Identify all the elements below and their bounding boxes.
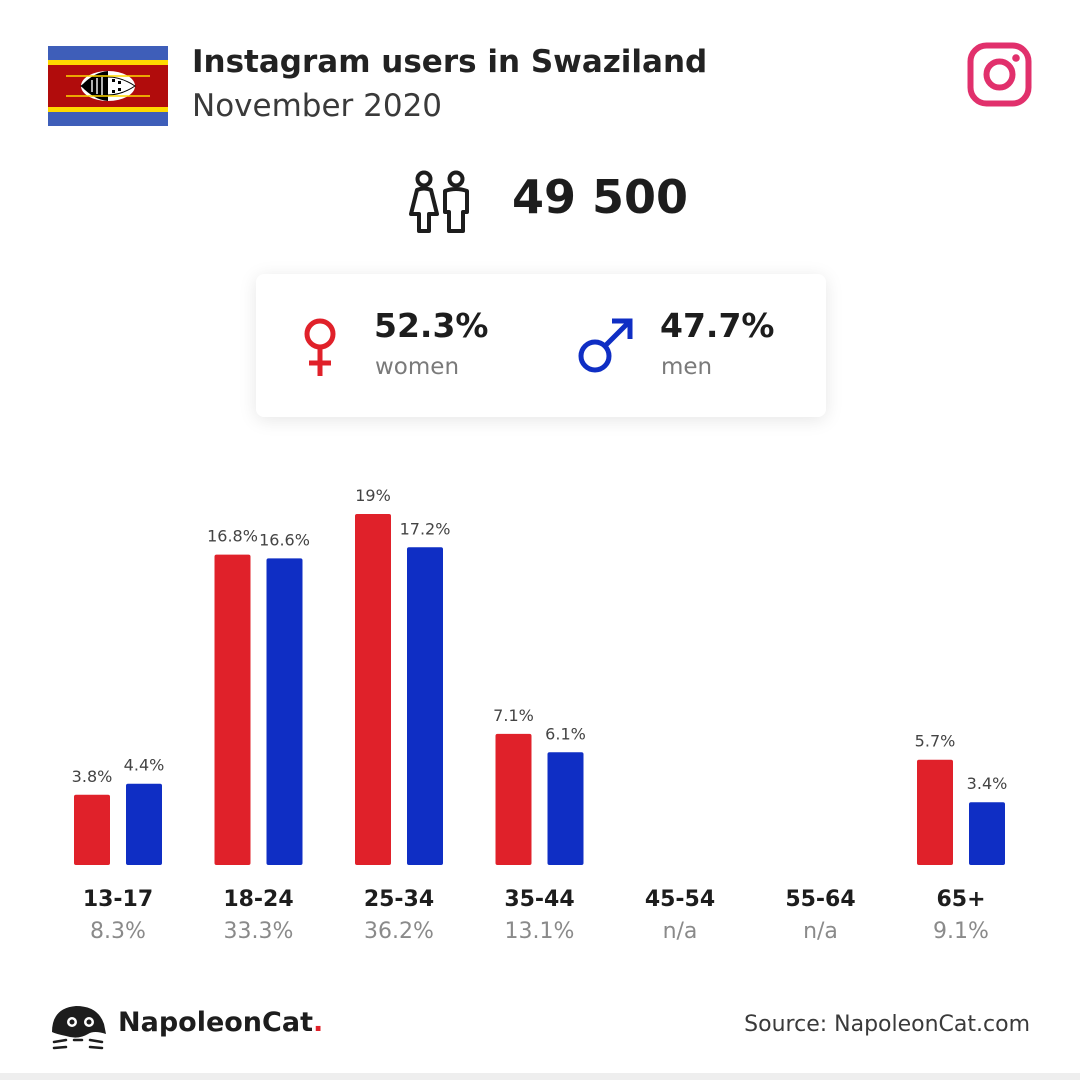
bar-women-35-44 bbox=[495, 733, 532, 865]
bar-value-label-women-25-34: 19% bbox=[355, 486, 391, 505]
category-label-55-64: 55-64 bbox=[785, 887, 855, 912]
bar-value-label-men-25-34: 17.2% bbox=[400, 519, 451, 538]
bar-value-label-women-13-17: 3.8% bbox=[72, 767, 113, 786]
bar-men-65+ bbox=[969, 802, 1005, 865]
bottom-strip bbox=[0, 1073, 1080, 1080]
male-symbol-icon bbox=[578, 318, 633, 373]
brand-name-text: NapoleonCat bbox=[118, 1007, 313, 1038]
women-label: women bbox=[375, 354, 460, 380]
users-icon bbox=[409, 170, 469, 233]
gender-summary-card bbox=[256, 274, 826, 417]
bar-women-25-34 bbox=[355, 514, 391, 865]
bar-men-18-24 bbox=[266, 558, 303, 865]
age-gender-bar-chart: 3.8% 4.4% 13-17 8.3% 16.8% 16.6% 18-24 33.3% 19%… bbox=[72, 486, 1008, 944]
source-text: Source: NapoleonCat.com bbox=[744, 1012, 1030, 1037]
category-label-18-24: 18-24 bbox=[223, 887, 293, 912]
category-label-45-54: 45-54 bbox=[645, 887, 715, 912]
category-label-65+: 65+ bbox=[936, 887, 985, 912]
category-total-65+: 9.1% bbox=[933, 919, 989, 944]
brand-name: NapoleonCat. bbox=[118, 1007, 323, 1038]
category-total-35-44: 13.1% bbox=[505, 919, 575, 944]
total-users: 49 500 bbox=[512, 170, 689, 224]
bar-value-label-women-35-44: 7.1% bbox=[493, 706, 534, 725]
category-total-25-34: 36.2% bbox=[364, 919, 434, 944]
chart-subtitle: November 2020 bbox=[192, 88, 443, 124]
bar-men-13-17 bbox=[126, 783, 162, 865]
eswatini-flag-icon bbox=[48, 46, 168, 126]
bar-value-label-women-18-24: 16.8% bbox=[207, 527, 258, 546]
bar-value-label-men-35-44: 6.1% bbox=[545, 724, 586, 743]
bar-men-25-34 bbox=[407, 547, 443, 865]
bar-value-label-men-18-24: 16.6% bbox=[259, 530, 310, 549]
category-total-13-17: 8.3% bbox=[90, 919, 146, 944]
category-label-35-44: 35-44 bbox=[504, 887, 574, 912]
bar-value-label-women-65+: 5.7% bbox=[915, 732, 956, 751]
category-total-18-24: 33.3% bbox=[224, 919, 294, 944]
bar-women-13-17 bbox=[74, 794, 110, 865]
category-label-13-17: 13-17 bbox=[83, 887, 153, 912]
men-label: men bbox=[661, 354, 713, 380]
category-label-25-34: 25-34 bbox=[364, 887, 434, 912]
brand-dot: . bbox=[312, 1007, 324, 1038]
category-total-55-64: n/a bbox=[803, 919, 838, 944]
women-percent: 52.3% bbox=[374, 306, 489, 345]
bar-value-label-men-65+: 3.4% bbox=[967, 774, 1008, 793]
female-symbol-icon bbox=[304, 318, 336, 376]
bar-men-35-44 bbox=[547, 752, 584, 865]
chart-title: Instagram users in Swaziland bbox=[192, 44, 708, 80]
napoleoncat-logo-icon bbox=[52, 1006, 106, 1050]
men-percent: 47.7% bbox=[660, 306, 775, 345]
category-total-45-54: n/a bbox=[663, 919, 698, 944]
instagram-icon bbox=[967, 42, 1032, 107]
bar-women-18-24 bbox=[214, 554, 251, 865]
bar-women-65+ bbox=[917, 759, 953, 865]
bar-value-label-men-13-17: 4.4% bbox=[124, 756, 165, 775]
